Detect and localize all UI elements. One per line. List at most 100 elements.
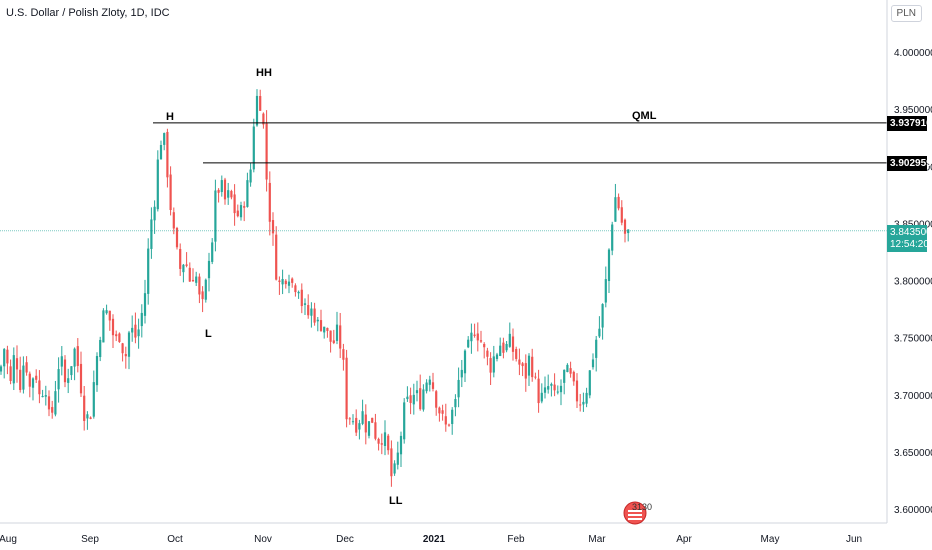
candle-body — [271, 220, 275, 234]
candle-body — [67, 378, 70, 383]
candle-body — [489, 358, 492, 373]
candle-body — [0, 366, 3, 372]
candle-body — [275, 234, 278, 280]
candle-body — [508, 333, 511, 347]
candle-body — [268, 182, 271, 222]
candle-body — [99, 339, 102, 358]
candle-body — [239, 205, 243, 218]
candle-body — [467, 339, 470, 348]
x-tick-label: Nov — [254, 534, 272, 545]
candle-body — [377, 438, 380, 444]
x-tick-label: Aug — [0, 534, 17, 545]
candle-body — [57, 369, 60, 390]
candle-body — [38, 380, 41, 395]
candle-body — [95, 356, 99, 386]
x-tick-label: Dec — [336, 534, 354, 545]
candle-body — [390, 448, 393, 477]
currency-button[interactable]: PLN — [890, 5, 922, 22]
candle-body — [147, 248, 150, 294]
candle-body — [303, 303, 307, 305]
candle-body — [316, 319, 319, 322]
candle-body — [217, 189, 220, 193]
candle-body — [185, 264, 188, 266]
price-label-qml: 3.937916 — [887, 116, 932, 131]
candle-body — [371, 417, 374, 423]
candle-body — [19, 369, 22, 390]
candle-body — [547, 386, 550, 390]
annotation-l: L — [205, 328, 212, 340]
candle-body — [220, 180, 223, 193]
candle-body — [108, 310, 111, 321]
y-tick-label: 3.950000 — [894, 105, 932, 116]
candle-body — [41, 396, 44, 398]
candle-body — [79, 363, 83, 394]
candle-body — [515, 348, 518, 359]
candle-body — [566, 364, 569, 373]
candle-body — [31, 378, 35, 388]
candle-body — [351, 421, 355, 423]
candle-body — [617, 196, 620, 209]
candle-body — [188, 267, 191, 282]
candle-body — [44, 395, 47, 397]
candle-body — [287, 281, 291, 286]
candle-body — [451, 409, 454, 425]
candle-body — [329, 330, 332, 342]
candle-body — [569, 368, 572, 374]
flag-icon[interactable] — [622, 500, 650, 526]
candle-body — [550, 383, 553, 386]
candle-body — [591, 359, 595, 368]
y-tick-label: 3.750000 — [894, 334, 932, 345]
candle-body — [134, 324, 137, 338]
candle-body — [35, 375, 38, 380]
candle-body — [291, 278, 294, 283]
price-label-last: 3.843500 — [887, 225, 932, 240]
price-label-support: 3.902959 — [887, 156, 932, 171]
candle-body — [12, 355, 15, 384]
candle-body — [294, 285, 297, 293]
candle-body — [259, 96, 262, 111]
candle-body — [9, 366, 12, 382]
candle-body — [540, 392, 543, 402]
candle-body — [335, 324, 339, 341]
candle-body — [3, 349, 6, 367]
candle-body — [614, 197, 617, 222]
candle-body — [502, 342, 505, 353]
candle-body — [265, 123, 268, 180]
candle-body — [166, 131, 169, 178]
candle-body — [236, 210, 239, 217]
candle-body — [195, 276, 198, 283]
candle-body — [623, 219, 627, 234]
candle-body — [230, 190, 233, 198]
candle-body — [505, 343, 508, 351]
candle-body — [387, 435, 390, 451]
candle-body — [169, 174, 172, 211]
candle-body — [524, 363, 527, 379]
candle-body — [412, 394, 415, 405]
candle-body — [463, 350, 467, 374]
candle-body — [572, 371, 575, 382]
candle-body — [620, 207, 623, 223]
candle-body — [105, 310, 108, 314]
candle-body — [246, 180, 249, 207]
candle-body — [89, 417, 92, 419]
candle-body — [582, 401, 585, 405]
candle-body — [227, 190, 230, 198]
candle-body — [476, 333, 479, 341]
candle-body — [585, 392, 588, 404]
candle-body — [211, 242, 214, 262]
candle-body — [307, 305, 310, 316]
y-tick-label: 4.000000 — [894, 48, 932, 59]
candle-body — [537, 378, 540, 404]
candle-body — [342, 349, 345, 360]
candle-body — [92, 382, 95, 417]
candle-body — [367, 421, 371, 436]
candle-body — [121, 343, 124, 354]
candle-body — [179, 248, 182, 269]
candle-body — [140, 312, 143, 327]
candle-body — [588, 370, 591, 396]
annotation-h: H — [166, 111, 174, 123]
candle-body — [201, 291, 204, 300]
candle-body — [534, 376, 537, 378]
candle-body — [262, 113, 265, 125]
candle-body — [297, 291, 300, 294]
